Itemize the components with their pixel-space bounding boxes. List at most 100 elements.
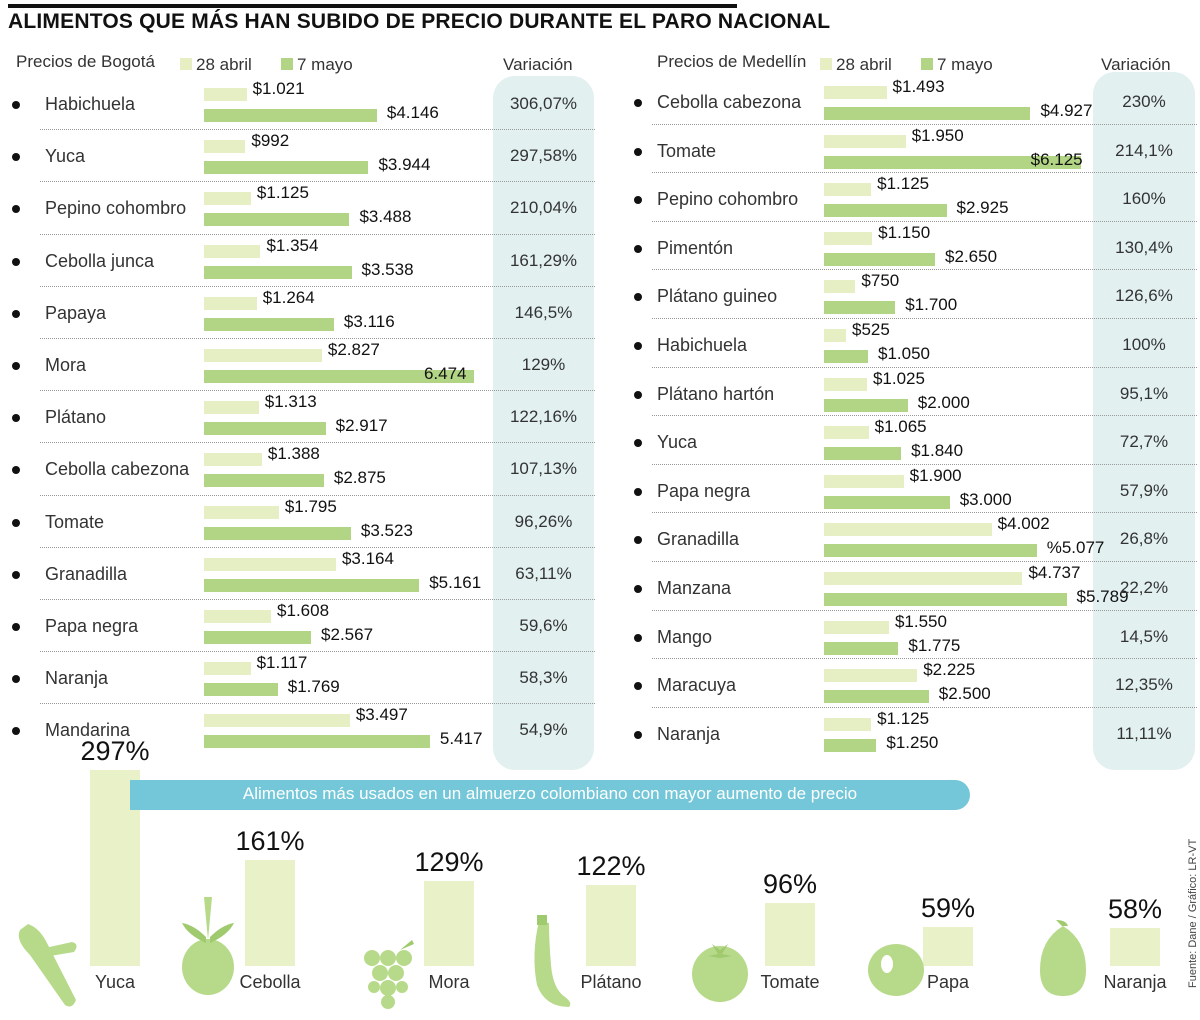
row-bullet (634, 633, 642, 642)
bar-7-mayo (824, 252, 936, 266)
variation-value: 160% (1122, 189, 1166, 209)
bar-7-mayo (824, 690, 929, 704)
column-bar (765, 902, 815, 966)
bar-28-abril (824, 474, 904, 488)
variation-value: 58,3% (519, 668, 568, 688)
row-bullet (634, 147, 642, 156)
row-separator (652, 123, 1197, 125)
value-label-28-abril: $4.737 (1028, 563, 1081, 582)
variation-value: 72,7% (1119, 432, 1169, 452)
row-bullet (634, 439, 642, 448)
variation-value: 214,1% (1115, 140, 1173, 160)
bar-7-mayo (204, 109, 377, 122)
value-label-7-mayo: $6.125 (1030, 149, 1083, 169)
variation-pill-medellin (1093, 72, 1195, 770)
tomato-icon (688, 940, 753, 1007)
bar-7-mayo (204, 735, 430, 749)
variation-value: 96,26% (514, 511, 573, 531)
value-label-28-abril: $1.125 (877, 174, 930, 194)
value-label-7-mayo: $1.250 (886, 732, 939, 752)
value-label-28-abril: $750 (861, 271, 900, 291)
row-bullet (12, 309, 20, 318)
row-label: Pepino cohombro (45, 198, 187, 219)
row-separator (40, 703, 595, 705)
variation-value: 54,9% (519, 720, 568, 740)
variation-value: 11,11% (1116, 723, 1172, 743)
bar-7-mayo (824, 593, 1067, 606)
legend-swatch-28-abril (180, 58, 192, 70)
row-separator (652, 415, 1197, 417)
column-bar (1110, 927, 1160, 966)
bar-28-abril (204, 557, 336, 571)
row-separator (652, 220, 1197, 222)
bar-28-abril (824, 523, 992, 537)
row-label: Yuca (45, 146, 86, 167)
row-bullet (634, 487, 642, 496)
row-label: Cebolla junca (45, 250, 155, 271)
value-label-7-mayo: $2.567 (321, 625, 374, 644)
bar-28-abril (824, 426, 869, 440)
value-label-7-mayo: $2.925 (956, 198, 1009, 218)
legend-swatch-28-abril-medellin (820, 58, 832, 70)
bar-7-mayo (204, 474, 324, 488)
row-separator (652, 172, 1197, 174)
variation-value: 297,58% (509, 146, 578, 166)
value-label-7-mayo: $5.161 (429, 572, 482, 592)
value-label-7-mayo: $1.050 (877, 344, 930, 363)
bar-7-mayo (204, 683, 278, 697)
variation-value: 161,29% (509, 250, 578, 270)
bar-7-mayo (824, 738, 877, 752)
value-label-7-mayo: $4.146 (386, 103, 439, 122)
column-value-label: 122% (576, 851, 646, 882)
value-label-7-mayo: $4.927 (1040, 101, 1093, 120)
row-bullet (12, 466, 20, 475)
row-separator (652, 512, 1197, 514)
bar-28-abril (824, 86, 887, 99)
row-label: Cebolla cabezona (657, 92, 802, 112)
row-bullet (634, 196, 642, 205)
cassava-icon (10, 910, 80, 1015)
row-label: Habichuela (657, 335, 748, 355)
row-separator (652, 366, 1197, 368)
value-label-7-mayo: $3.488 (359, 207, 412, 227)
value-label-28-abril: $992 (251, 131, 290, 151)
bar-28-abril (204, 401, 259, 415)
variation-value: 100% (1122, 335, 1166, 354)
value-label-7-mayo: $2.500 (938, 684, 991, 704)
column-value-label: 297% (80, 736, 150, 766)
variation-value: 26,8% (1119, 529, 1169, 549)
bar-7-mayo (204, 526, 351, 540)
value-label-28-abril: $2.827 (327, 340, 380, 359)
value-label-28-abril: $1.354 (266, 235, 319, 255)
bar-28-abril (824, 620, 889, 634)
column-category-label: Plátano (580, 972, 642, 992)
row-bullet (12, 101, 20, 109)
row-bullet (634, 682, 642, 691)
row-bullet (634, 536, 642, 545)
variation-value: 59,6% (519, 616, 568, 635)
legend-label-7-mayo: 7 mayo (297, 55, 353, 74)
row-separator (40, 442, 595, 444)
bar-7-mayo (824, 155, 1081, 169)
row-label: Naranja (657, 723, 721, 744)
row-separator (652, 658, 1197, 660)
column-category-label: Cebolla (239, 972, 301, 992)
row-separator (40, 546, 595, 548)
value-label-7-mayo: 6.474 (423, 364, 467, 383)
variation-header-medellin: Variación (1101, 55, 1171, 74)
value-label-28-abril: $1.550 (894, 611, 947, 631)
value-label-28-abril: $1.065 (874, 417, 927, 437)
value-label-28-abril: $1.117 (256, 653, 308, 673)
row-label: Yuca (657, 432, 698, 453)
variation-value: 230% (1122, 92, 1166, 111)
value-label-7-mayo: $3.116 (343, 311, 395, 331)
column-category-label: Naranja (1103, 972, 1167, 992)
variation-value: 95,1% (1119, 383, 1169, 403)
row-separator (40, 338, 595, 339)
value-label-28-abril: $1.493 (892, 77, 945, 96)
legend-swatch-7-mayo (281, 58, 293, 70)
row-label: Cebolla cabezona (45, 459, 190, 480)
row-separator (652, 561, 1197, 562)
row-label: Papa negra (45, 616, 139, 636)
bar-7-mayo (824, 350, 868, 363)
